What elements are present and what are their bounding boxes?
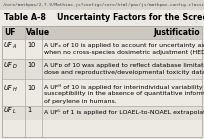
Text: susceptibility in the absence of quantitative information i: susceptibility in the absence of quantit… bbox=[44, 91, 204, 96]
Text: Table A-8    Uncertainty Factors for the Screening Chronic p-: Table A-8 Uncertainty Factors for the Sc… bbox=[4, 13, 204, 23]
Text: when no cross-species dosimetric adjustment (HED calcu: when no cross-species dosimetric adjustm… bbox=[44, 50, 204, 55]
Text: UF: UF bbox=[4, 107, 13, 113]
Bar bbox=[2, 79, 202, 106]
Bar bbox=[2, 26, 202, 39]
Bar bbox=[2, 59, 202, 79]
Text: UF: UF bbox=[4, 62, 13, 68]
Text: D: D bbox=[12, 64, 16, 69]
Text: 1: 1 bbox=[27, 107, 31, 113]
Text: of perylene in humans.: of perylene in humans. bbox=[44, 99, 117, 104]
Bar bbox=[2, 39, 202, 59]
Bar bbox=[2, 106, 202, 120]
Text: Justificatio: Justificatio bbox=[153, 28, 200, 37]
Text: dose and reproductive/developmental toxicity data for pe: dose and reproductive/developmental toxi… bbox=[44, 70, 204, 75]
Text: Value: Value bbox=[26, 28, 50, 37]
Text: 10: 10 bbox=[27, 42, 35, 48]
Text: A UFᴴ of 10 is applied for interindividual variability to a: A UFᴴ of 10 is applied for interindividu… bbox=[44, 84, 204, 90]
Text: L: L bbox=[12, 110, 15, 115]
Text: /core/mathpax/2.7.9/Mathiax.js?config=/core/html/pax/js/mathpax-config-classic.3: /core/mathpax/2.7.9/Mathiax.js?config=/c… bbox=[3, 3, 204, 7]
Text: UF: UF bbox=[4, 85, 13, 91]
Text: A UFₐ of 10 is applied to account for uncertainty associa: A UFₐ of 10 is applied to account for un… bbox=[44, 43, 204, 48]
Text: 10: 10 bbox=[27, 62, 35, 68]
Text: UF: UF bbox=[4, 28, 16, 37]
Text: UF: UF bbox=[4, 42, 13, 48]
Bar bbox=[2, 26, 202, 137]
Bar bbox=[0, 0, 204, 10]
Text: H: H bbox=[12, 87, 16, 92]
Text: A UFᴸ of 1 is applied for LOAEL-to-NOAEL extrapolati: A UFᴸ of 1 is applied for LOAEL-to-NOAEL… bbox=[44, 109, 204, 115]
Text: A UFᴅ of 10 was applied to reflect database limitations &: A UFᴅ of 10 was applied to reflect datab… bbox=[44, 63, 204, 68]
Text: 10: 10 bbox=[27, 85, 35, 91]
Text: A: A bbox=[12, 44, 16, 49]
